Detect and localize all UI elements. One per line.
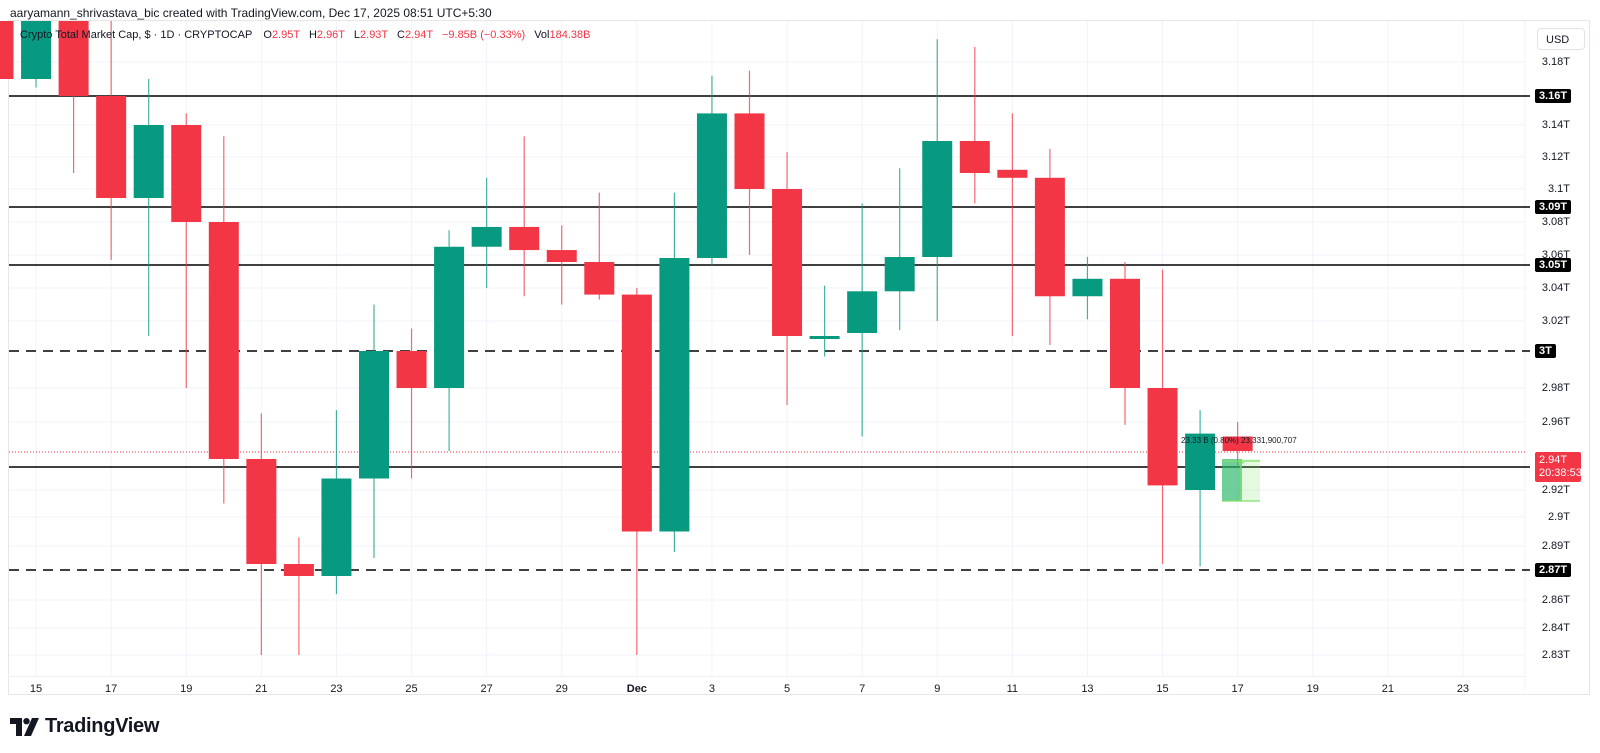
price-tick: 3.14T: [1541, 119, 1570, 131]
price-tick: 2.83T: [1541, 649, 1570, 661]
level-badge: 3.05T: [1535, 258, 1572, 272]
time-tick: 17: [1231, 683, 1244, 695]
tradingview-logo[interactable]: TradingView: [10, 715, 159, 738]
price-tick: 3.02T: [1541, 315, 1570, 327]
tradingview-logo-icon: [10, 717, 39, 736]
candle[interactable]: [621, 288, 652, 655]
candle[interactable]: [0, 21, 14, 79]
candle[interactable]: [359, 304, 389, 559]
candle[interactable]: [997, 113, 1028, 336]
candle[interactable]: [659, 192, 690, 552]
price-tick: 3.08T: [1541, 216, 1570, 228]
price-tick: 3.1T: [1547, 183, 1570, 195]
time-tick: 25: [405, 683, 418, 695]
close-value: 2.94T: [404, 29, 433, 41]
time-tick: 13: [1081, 683, 1094, 695]
candle[interactable]: [1147, 269, 1178, 564]
price-tick: 2.92T: [1541, 484, 1570, 496]
candle[interactable]: [1110, 262, 1140, 425]
measure-label: 23.33 B (0.80%) 23,331,900,707: [1181, 436, 1297, 445]
level-badge: 2.87T: [1535, 563, 1572, 577]
time-axis-divider: [8, 676, 1525, 677]
price-tick: 2.84T: [1541, 622, 1570, 634]
time-tick: 19: [180, 683, 193, 695]
candle[interactable]: [884, 168, 915, 330]
level-badge: 3T: [1535, 344, 1556, 358]
candle[interactable]: [959, 46, 990, 204]
time-tick: 23: [1456, 683, 1470, 695]
candle[interactable]: [133, 79, 164, 336]
candle[interactable]: [21, 21, 52, 88]
change-value: −9.85B (−0.33%): [441, 29, 526, 41]
chart-frame: [8, 20, 1590, 695]
symbol-name: Crypto Total Market Cap, $ · 1D · CRYPTO…: [20, 29, 253, 41]
candle[interactable]: [321, 410, 352, 594]
candle[interactable]: [96, 21, 127, 260]
time-tick: Dec: [626, 683, 647, 695]
measure-tool[interactable]: [1222, 459, 1260, 502]
chart-credit: aaryamann_shrivastava_bic created with T…: [10, 6, 492, 20]
time-tick: 15: [1156, 683, 1169, 695]
candle[interactable]: [434, 230, 465, 451]
time-tick: 17: [105, 683, 118, 695]
price-tick: 3.12T: [1541, 151, 1570, 163]
time-tick: 11: [1006, 683, 1019, 695]
price-tick: 2.96T: [1541, 416, 1570, 428]
level-badge: 3.16T: [1535, 89, 1572, 103]
time-tick: 9: [934, 683, 941, 695]
candle[interactable]: [772, 152, 803, 405]
last-price-value: 2.94T: [1539, 454, 1568, 466]
candle[interactable]: [509, 136, 540, 297]
time-tick: 19: [1306, 683, 1319, 695]
symbol-legend: Crypto Total Market Cap, $ · 1D · CRYPTO…: [20, 29, 591, 41]
candle[interactable]: [847, 203, 878, 437]
candle[interactable]: [283, 537, 314, 655]
price-tick: 2.86T: [1541, 594, 1570, 606]
price-tick: 3.18T: [1541, 56, 1570, 68]
price-tick: 2.9T: [1547, 511, 1570, 523]
time-tick: 3: [708, 683, 715, 695]
bar-countdown: 20:38:53: [1539, 467, 1582, 479]
candle[interactable]: [809, 285, 840, 357]
candle[interactable]: [922, 39, 953, 321]
last-price-badge: 2.94T 20:38:53: [1535, 452, 1582, 482]
candle[interactable]: [584, 192, 615, 300]
candle[interactable]: [546, 225, 577, 305]
price-tick: 3.04T: [1541, 282, 1570, 294]
candle[interactable]: [246, 413, 277, 656]
candle[interactable]: [696, 75, 727, 265]
price-tick: 2.98T: [1541, 382, 1570, 394]
candle[interactable]: [471, 177, 502, 288]
open-value: 2.95T: [271, 29, 300, 41]
currency-button[interactable]: USD: [1537, 28, 1585, 50]
brand-name: TradingView: [45, 715, 160, 737]
candle[interactable]: [58, 21, 89, 173]
candle[interactable]: [1185, 410, 1216, 567]
candle[interactable]: [208, 136, 239, 504]
price-tick: 2.89T: [1541, 540, 1570, 552]
candles[interactable]: [0, 21, 1253, 655]
time-tick: 29: [555, 683, 568, 695]
time-tick: 27: [480, 683, 493, 695]
time-tick: 23: [330, 683, 343, 695]
time-tick: 15: [29, 683, 43, 695]
time-tick: 21: [1381, 683, 1394, 695]
candle[interactable]: [396, 328, 427, 479]
time-tick: 5: [783, 683, 791, 695]
high-value: 2.96T: [316, 29, 345, 41]
candle[interactable]: [171, 113, 202, 388]
time-tick: 7: [859, 683, 866, 695]
time-tick: 21: [255, 683, 268, 695]
candle[interactable]: [734, 70, 765, 256]
low-value: 2.93T: [360, 29, 388, 41]
candle[interactable]: [1034, 149, 1065, 345]
candle[interactable]: [1072, 257, 1103, 320]
volume-value: 184.38B: [549, 29, 591, 41]
level-badge: 3.09T: [1535, 200, 1572, 214]
